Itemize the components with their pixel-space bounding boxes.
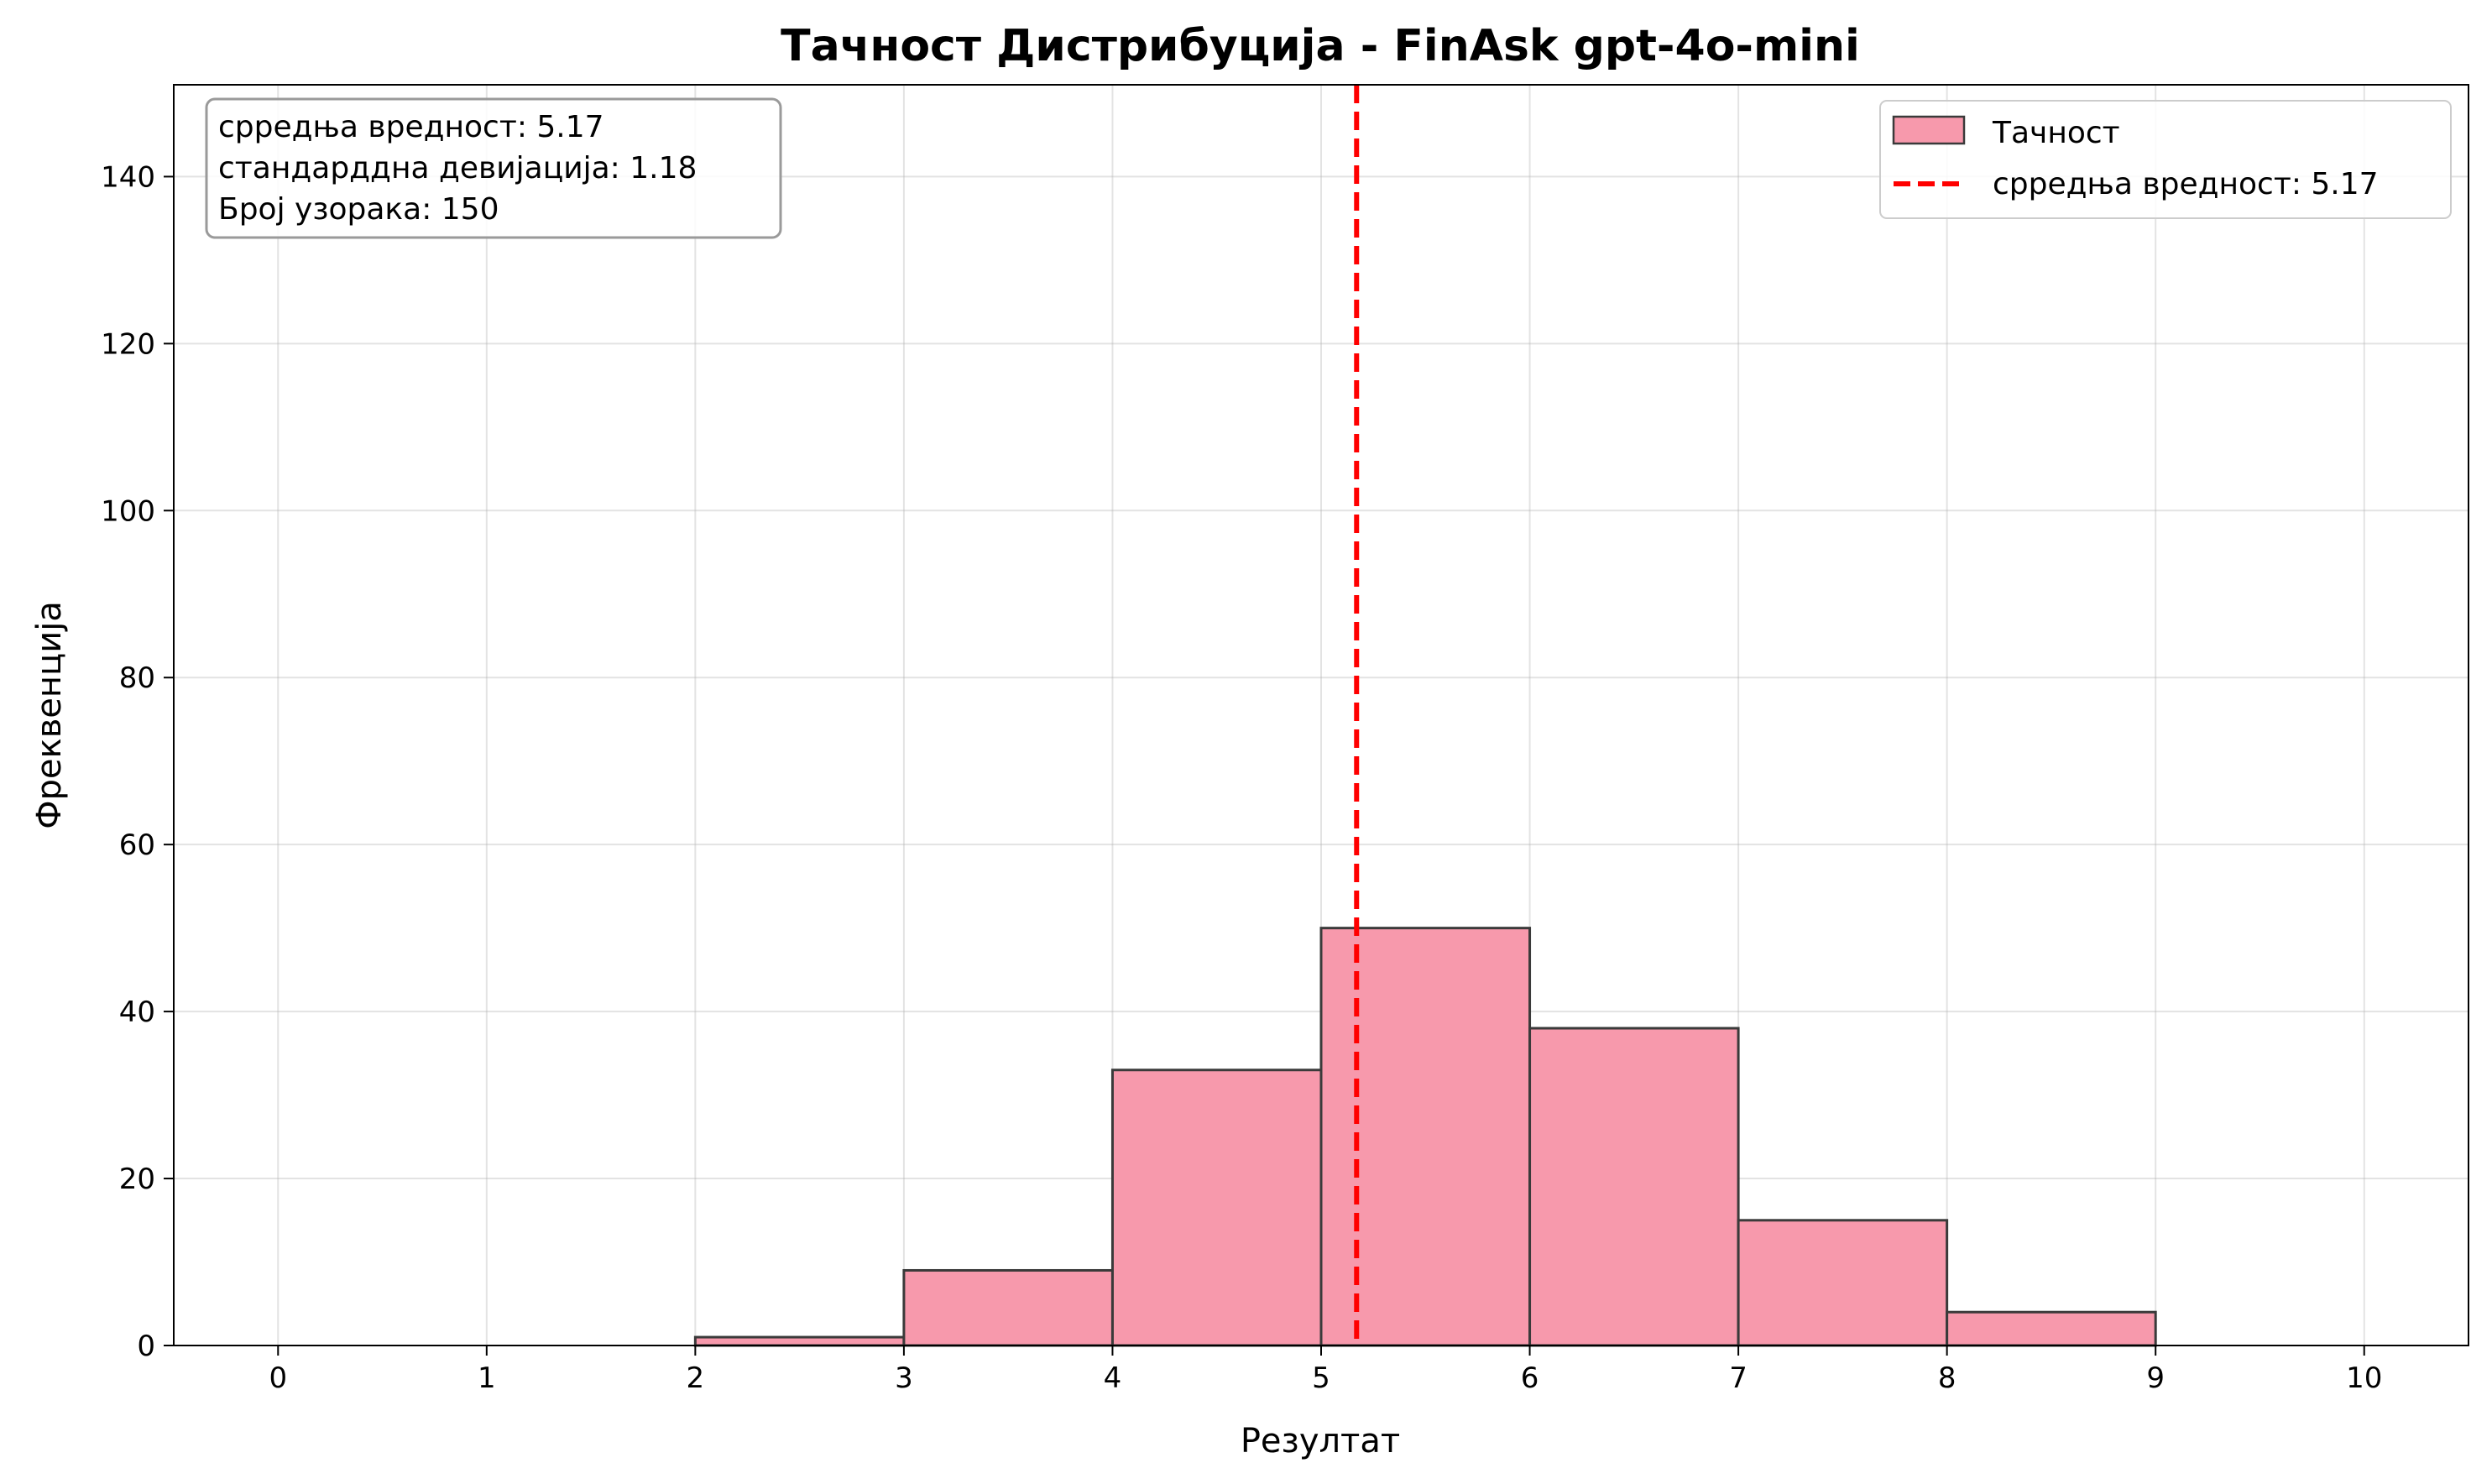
stats-box: срредња вредност: 5.17 стандарддна девиј…	[205, 97, 782, 239]
y-tick-label: 80	[119, 661, 155, 695]
x-tick-label: 9	[2146, 1361, 2165, 1395]
chart-title: Тачност Дистрибуција - FinAsk gpt-4o-min…	[781, 21, 1860, 71]
histogram-bars	[693, 927, 2157, 1347]
stats-box-frame	[205, 97, 782, 239]
histogram-bar	[1946, 1310, 2157, 1347]
stats-count-text: Број узорака: 150	[218, 192, 499, 227]
x-axis-ticks: 0 1 2 3 4 5 6 7 8 9 10	[269, 1346, 2382, 1395]
y-tick-label: 40	[119, 995, 155, 1029]
legend-label-accuracy: Тачност	[1992, 116, 2120, 150]
x-tick-label: 4	[1104, 1361, 1122, 1395]
y-tick-label: 0	[137, 1330, 155, 1363]
histogram-bar	[1528, 1027, 1740, 1347]
y-axis-ticks: 0 20 40 60 80 100 120 140	[101, 160, 174, 1363]
y-tick-label: 100	[101, 494, 155, 528]
histogram-bar	[1110, 1069, 1323, 1347]
legend-frame	[1879, 100, 2452, 219]
x-axis-label: Резултат	[1241, 1422, 1400, 1460]
x-tick-label: 5	[1312, 1361, 1330, 1395]
y-tick-label: 140	[101, 160, 155, 194]
y-tick-label: 60	[119, 828, 155, 862]
x-tick-label: 7	[1729, 1361, 1748, 1395]
histogram-bar	[1737, 1219, 1949, 1347]
y-axis-label: Фреквенција	[30, 601, 69, 829]
y-tick-label: 20	[119, 1163, 155, 1196]
x-tick-label: 3	[895, 1361, 913, 1395]
x-tick-label: 10	[2346, 1361, 2382, 1395]
histogram-bar	[693, 1335, 906, 1347]
legend-patch	[1892, 115, 1966, 145]
x-tick-label: 6	[1521, 1361, 1539, 1395]
stats-mean-text: срредња вредност: 5.17	[218, 110, 604, 144]
stats-std-text: стандарддна девијација: 1.18	[218, 151, 697, 186]
x-tick-label: 2	[687, 1361, 705, 1395]
legend: Тачност срредња вредност: 5.17	[1879, 100, 2452, 219]
x-tick-label: 0	[269, 1361, 287, 1395]
histogram-bar	[902, 1268, 1114, 1347]
histogram-bar	[1319, 927, 1532, 1347]
x-tick-label: 1	[478, 1361, 496, 1395]
x-tick-label: 8	[1938, 1361, 1957, 1395]
y-tick-label: 120	[101, 327, 155, 361]
legend-label-mean: срредња вредност: 5.17	[1993, 167, 2379, 201]
